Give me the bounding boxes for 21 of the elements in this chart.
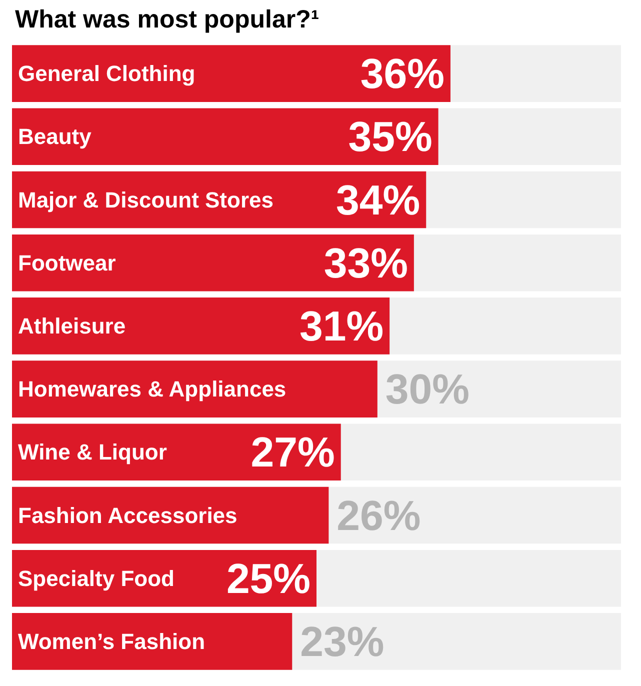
data-label: 33% — [324, 239, 408, 286]
data-label: 25% — [226, 554, 310, 602]
data-label: 31% — [300, 302, 384, 350]
chart-title: What was most popular?¹ — [15, 6, 320, 34]
y-tick-label: Major & Discount Stores — [18, 187, 274, 212]
y-tick-label: Homewares & Appliances — [18, 376, 286, 402]
data-label: 27% — [250, 428, 335, 476]
data-label: 30% — [385, 366, 470, 413]
data-label: 36% — [360, 50, 444, 98]
data-label: 35% — [348, 113, 432, 160]
data-label: 34% — [336, 176, 420, 224]
data-label: 23% — [300, 618, 384, 665]
y-tick-label: General Clothing — [18, 61, 196, 86]
y-tick-label: Specialty Food — [18, 566, 174, 591]
data-label: 26% — [336, 492, 421, 539]
y-tick-label: Footwear — [18, 250, 116, 276]
y-tick-label: Women’s Fashion — [18, 628, 206, 654]
y-tick-label: Fashion Accessories — [18, 502, 238, 528]
y-tick-label: Wine & Liquor — [18, 440, 168, 465]
y-tick-label: Athleisure — [18, 313, 126, 338]
y-tick-label: Beauty — [18, 124, 92, 150]
